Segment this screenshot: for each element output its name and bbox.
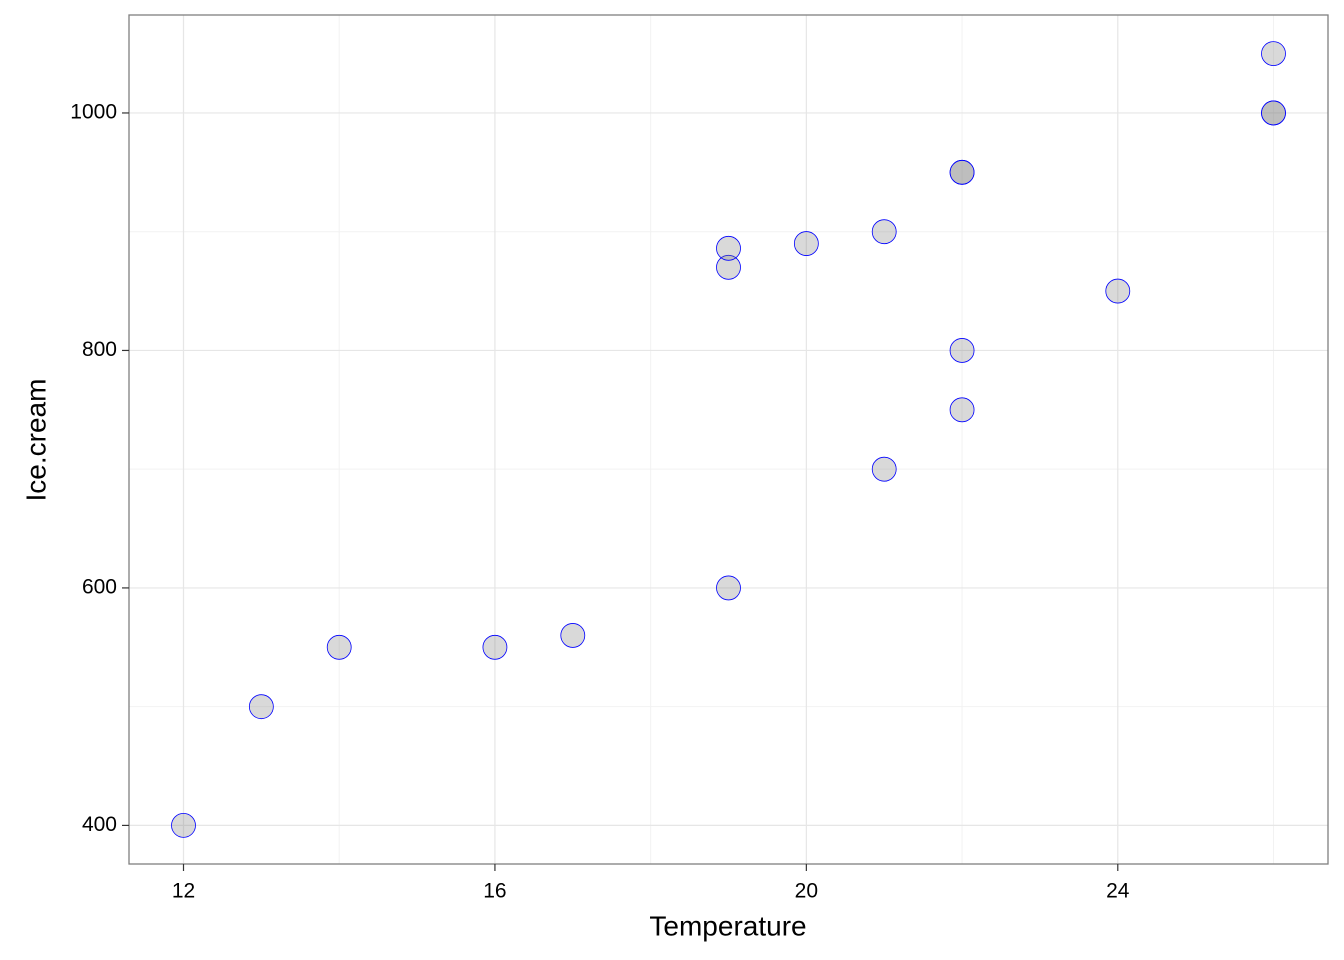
point [949,338,975,363]
axes: 12 16 20 24 400 600 800 1000 [70,101,1130,903]
panel-border [128,14,1329,865]
y-axis-title: Ice.cream [20,379,51,502]
point [1261,41,1286,66]
point [716,575,741,601]
point [716,254,741,280]
point [248,694,274,720]
point [326,634,352,660]
grid [129,15,1328,864]
point [560,623,586,648]
x-tick-label: 20 [795,880,818,903]
point [949,159,975,185]
point [793,231,819,256]
point [1261,100,1286,126]
point [1105,278,1131,304]
point [482,634,508,660]
y-tick-label: 1000 [70,101,117,124]
x-axis-title: Temperature [649,910,806,941]
point [871,456,897,482]
point [716,235,741,261]
y-tick-label: 600 [82,575,117,598]
panel-background [129,15,1328,864]
x-tick-label: 12 [172,880,195,903]
points [171,41,1286,838]
x-tick-label: 24 [1106,880,1130,903]
y-tick-label: 400 [82,813,117,836]
y-tick-label: 800 [82,338,117,361]
point [949,397,975,423]
point [171,813,196,838]
point [871,219,897,245]
x-tick-label: 16 [483,880,506,903]
